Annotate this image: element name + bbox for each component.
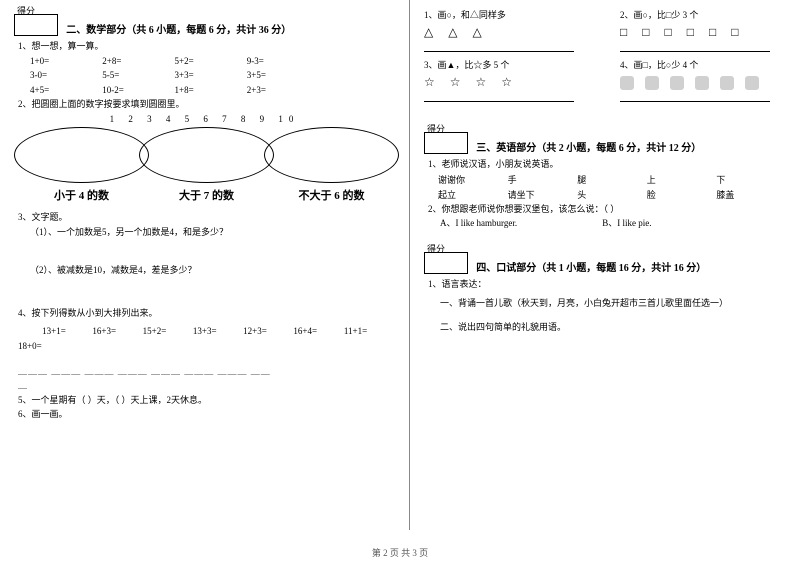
q4v: 11+1= [332, 325, 380, 338]
eq: 2+8= [102, 55, 172, 68]
eq: 4+5= [30, 84, 100, 97]
eq: 3-0= [30, 69, 100, 82]
eq-row-0: 1+0= 2+8= 5+2= 9-3= [30, 55, 395, 68]
q3: 3、文字题。 [18, 211, 395, 224]
r3: 3、画▲，比☆多 5 个 ☆ ☆ ☆ ☆ [424, 58, 590, 108]
score-box-2[interactable] [14, 14, 58, 36]
vocab: 请坐下 [508, 188, 578, 201]
score-box-4[interactable] [424, 252, 468, 274]
vocab: 腿 [577, 173, 647, 186]
eq: 2+3= [247, 84, 317, 97]
eq: 10-2= [102, 84, 172, 97]
q4v: 16+4= [281, 325, 329, 338]
oval-label-3: 不大于 6 的数 [264, 187, 399, 203]
vocab-row-2: 起立 请坐下 头 脸 膝盖 [438, 188, 786, 201]
o1b: 二、说出四句简单的礼貌用语。 [440, 321, 786, 334]
section-3-header: 三、英语部分（共 2 小题，每题 6 分，共计 12 分） [424, 132, 786, 154]
q4v: 13+3= [181, 325, 229, 338]
r1-title: 1、画○，和△同样多 [424, 8, 590, 21]
vocab: 头 [577, 188, 647, 201]
apple-icon [645, 76, 659, 90]
q5: 5、一个星期有（ ）天，（ ）天上课，2天休息。 [18, 394, 395, 407]
page-container: 二、数学部分（共 6 小题，每题 6 分，共计 36 分） 1、想一想，算一算。… [0, 0, 800, 530]
section-4-title: 四、口试部分（共 1 小题，每题 16 分，共计 16 分） [476, 259, 706, 274]
o1: 1、语言表达： [428, 278, 786, 291]
q3b: （2）、被减数是10，减数是4，差是多少？ [30, 264, 395, 277]
left-column: 二、数学部分（共 6 小题，每题 6 分，共计 36 分） 1、想一想，算一算。… [0, 0, 410, 530]
oval-1[interactable] [14, 127, 149, 183]
q4-values: 13+1= 16+3= 15+2= 13+3= 12+3= 16+4= 11+1… [30, 325, 395, 338]
ovals-container: 小于 4 的数 大于 7 的数 不大于 6 的数 [14, 127, 395, 195]
eq-row-1: 3-0= 5-5= 3+3= 3+5= [30, 69, 395, 82]
e2a: A、I like hamburger. [440, 217, 600, 230]
r4-title: 4、画□，比○少 4 个 [620, 58, 786, 71]
section-2-title: 二、数学部分（共 6 小题，每题 6 分，共计 36 分） [66, 21, 291, 36]
vocab: 下 [716, 173, 786, 186]
r3-line[interactable] [424, 92, 574, 102]
eq: 5-5= [102, 69, 172, 82]
r1: 1、画○，和△同样多 △ △ △ [424, 8, 590, 58]
q1: 1、想一想，算一算。 [18, 40, 395, 53]
oval-label-1: 小于 4 的数 [14, 187, 149, 203]
vocab: 起立 [438, 188, 508, 201]
vocab: 膝盖 [716, 188, 786, 201]
vocab: 上 [647, 173, 717, 186]
r1-shapes: △ △ △ [424, 25, 590, 40]
number-list: 1 2 3 4 5 6 7 8 9 10 [14, 114, 395, 124]
q3a: （1）、一个加数是5，另一个加数是4，和是多少？ [30, 226, 395, 239]
q4v: 12+3= [231, 325, 279, 338]
page-footer: 第 2 页 共 3 页 [0, 546, 800, 559]
oval-2[interactable] [139, 127, 274, 183]
score-box-3[interactable] [424, 132, 468, 154]
apple-icon [720, 76, 734, 90]
r2-shapes: □ □ □ □ □ □ [620, 25, 786, 40]
r2-title: 2、画○，比□少 3 个 [620, 8, 786, 21]
r2-line[interactable] [620, 42, 770, 52]
q4v: 15+2= [131, 325, 179, 338]
e2: 2、你想跟老师说你想要汉堡包，该怎么说：（ ） [428, 203, 786, 216]
q4-tail: 18+0= [18, 340, 395, 353]
apple-icon [745, 76, 759, 90]
q4: 4、按下列得数从小到大排列出来。 [18, 307, 395, 320]
o1a: 一、背诵一首儿歌（秋天到，月亮，小白兔开超市三首儿歌里面任选一） [440, 297, 786, 310]
eq: 5+2= [175, 55, 245, 68]
vocab: 脸 [647, 188, 717, 201]
e2-options: A、I like hamburger. B、I like pie. [440, 217, 786, 230]
right-column: 1、画○，和△同样多 △ △ △ 2、画○，比□少 3 个 □ □ □ □ □ … [410, 0, 800, 530]
apple-icon [670, 76, 684, 90]
e2b: B、I like pie. [602, 218, 651, 228]
r4: 4、画□，比○少 4 个 [620, 58, 786, 108]
section-2-header: 二、数学部分（共 6 小题，每题 6 分，共计 36 分） [14, 14, 395, 36]
draw-row-1: 1、画○，和△同样多 △ △ △ 2、画○，比□少 3 个 □ □ □ □ □ … [424, 8, 786, 58]
q4-dashes: ＿＿＿ ＿＿＿ ＿＿＿ ＿＿＿ ＿＿＿ ＿＿＿ ＿＿＿ ＿＿ [18, 365, 395, 378]
eq: 3+5= [247, 69, 317, 82]
oval-3[interactable] [264, 127, 399, 183]
section-3-title: 三、英语部分（共 2 小题，每题 6 分，共计 12 分） [476, 139, 701, 154]
apple-icon [620, 76, 634, 90]
r2: 2、画○，比□少 3 个 □ □ □ □ □ □ [620, 8, 786, 58]
vocab: 谢谢你 [438, 173, 508, 186]
vocab: 手 [508, 173, 578, 186]
vocab-row-1: 谢谢你 手 腿 上 下 [438, 173, 786, 186]
r3-title: 3、画▲，比☆多 5 个 [424, 58, 590, 71]
eq: 9-3= [247, 55, 317, 68]
draw-row-2: 3、画▲，比☆多 5 个 ☆ ☆ ☆ ☆ 4、画□，比○少 4 个 [424, 58, 786, 108]
eq-row-2: 4+5= 10-2= 1+8= 2+3= [30, 84, 395, 97]
section-4-header: 四、口试部分（共 1 小题，每题 16 分，共计 16 分） [424, 252, 786, 274]
r4-shapes [620, 75, 786, 90]
q2: 2、把圆圈上面的数字按要求填到圆圈里。 [18, 98, 395, 111]
eq: 1+0= [30, 55, 100, 68]
q4v: 16+3= [80, 325, 128, 338]
eq: 3+3= [175, 69, 245, 82]
q4-dashes2: ＿ [18, 379, 395, 392]
e1: 1、老师说汉语，小朋友说英语。 [428, 158, 786, 171]
eq: 1+8= [175, 84, 245, 97]
apple-icon [695, 76, 709, 90]
r3-shapes: ☆ ☆ ☆ ☆ [424, 75, 590, 90]
oval-label-2: 大于 7 的数 [139, 187, 274, 203]
r1-line[interactable] [424, 42, 574, 52]
q4v: 13+1= [30, 325, 78, 338]
r4-line[interactable] [620, 92, 770, 102]
q6: 6、画一画。 [18, 408, 395, 421]
